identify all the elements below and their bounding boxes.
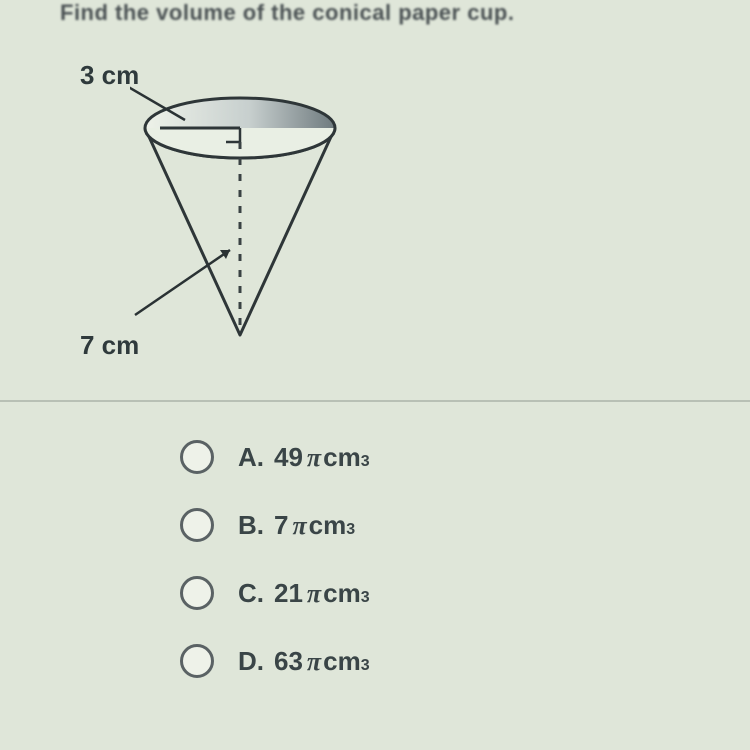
page-root: Find the volume of the conical paper cup… (0, 0, 750, 750)
option-unit: cm (323, 578, 361, 609)
option-text: D. 63 π cm3 (238, 646, 370, 677)
option-text: A. 49 π cm3 (238, 442, 370, 473)
pi-symbol: π (292, 511, 306, 541)
pi-symbol: π (307, 443, 321, 473)
option-letter: B. (238, 510, 264, 541)
height-label: 7 cm (80, 330, 139, 361)
option-text: B. 7 π cm3 (238, 510, 355, 541)
option-value: 21 (274, 578, 303, 609)
section-divider (0, 400, 750, 402)
pi-symbol: π (307, 579, 321, 609)
option-unit: cm (309, 510, 347, 541)
option-letter: A. (238, 442, 264, 473)
option-exp: 3 (361, 453, 370, 471)
question-text: Find the volume of the conical paper cup… (60, 0, 514, 26)
option-d[interactable]: D. 63 π cm3 (180, 644, 370, 678)
option-exp: 3 (346, 521, 355, 539)
option-b[interactable]: B. 7 π cm3 (180, 508, 370, 542)
cone-svg (130, 80, 360, 350)
option-text: C. 21 π cm3 (238, 578, 370, 609)
option-unit: cm (323, 442, 361, 473)
radio-icon[interactable] (180, 440, 214, 474)
option-value: 7 (274, 510, 288, 541)
option-exp: 3 (361, 589, 370, 607)
radio-icon[interactable] (180, 644, 214, 678)
option-letter: C. (238, 578, 264, 609)
radio-icon[interactable] (180, 576, 214, 610)
pi-symbol: π (307, 647, 321, 677)
option-unit: cm (323, 646, 361, 677)
options-list: A. 49 π cm3 B. 7 π cm3 C. 21 π cm3 (180, 440, 370, 712)
option-exp: 3 (361, 657, 370, 675)
option-letter: D. (238, 646, 264, 677)
cone-figure: 3 cm (50, 50, 370, 380)
option-value: 49 (274, 442, 303, 473)
option-value: 63 (274, 646, 303, 677)
option-a[interactable]: A. 49 π cm3 (180, 440, 370, 474)
radio-icon[interactable] (180, 508, 214, 542)
option-c[interactable]: C. 21 π cm3 (180, 576, 370, 610)
